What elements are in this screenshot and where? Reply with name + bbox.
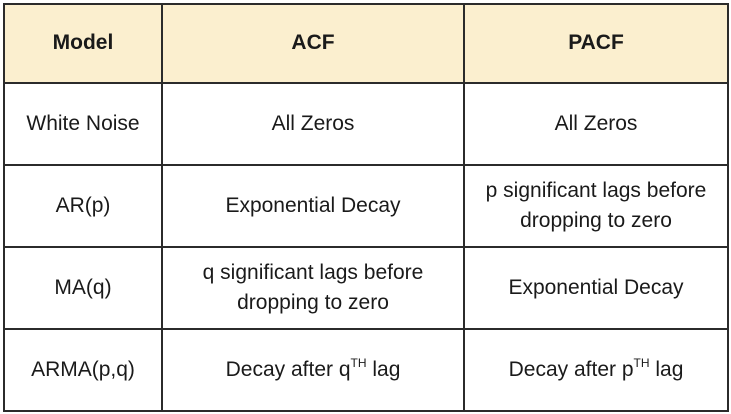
table-row: ARMA(p,q) Decay after qTH lag Decay afte… — [3, 328, 729, 412]
acf-pacf-table: Model ACF PACF White Noise All Zeros All… — [3, 3, 729, 412]
header-model: Model — [3, 3, 163, 84]
cell-pacf: Exponential Decay — [463, 246, 729, 330]
table-row: AR(p) Exponential Decay p significant la… — [3, 164, 729, 248]
cell-acf-text: Decay after q — [225, 357, 351, 381]
cell-acf-text: All Zeros — [271, 111, 355, 135]
cell-acf-text: Exponential Decay — [225, 193, 401, 217]
table-row: MA(q) q significant lags before dropping… — [3, 246, 729, 330]
cell-model: MA(q) — [3, 246, 163, 330]
cell-acf: Decay after qTH lag — [161, 328, 465, 412]
cell-acf: q significant lags before dropping to ze… — [161, 246, 465, 330]
cell-pacf-text: p significant lags before dropping to ze… — [485, 178, 707, 232]
header-acf: ACF — [161, 3, 465, 84]
cell-pacf: All Zeros — [463, 82, 729, 166]
comparison-table-container: Model ACF PACF White Noise All Zeros All… — [3, 3, 729, 412]
cell-pacf-text: All Zeros — [554, 111, 638, 135]
cell-pacf-text: Decay after p — [508, 357, 634, 381]
cell-pacf: Decay after pTH lag — [463, 328, 729, 412]
cell-pacf-after: lag — [649, 357, 684, 381]
cell-acf: Exponential Decay — [161, 164, 465, 248]
cell-pacf-text: Exponential Decay — [508, 275, 684, 299]
cell-acf-text: q significant lags before dropping to ze… — [202, 260, 424, 314]
cell-pacf-sup: TH — [633, 355, 650, 370]
cell-model: ARMA(p,q) — [3, 328, 163, 412]
table-row: White Noise All Zeros All Zeros — [3, 82, 729, 166]
cell-model: White Noise — [3, 82, 163, 166]
cell-acf: All Zeros — [161, 82, 465, 166]
header-row: Model ACF PACF — [3, 3, 729, 84]
cell-pacf: p significant lags before dropping to ze… — [463, 164, 729, 248]
cell-acf-after: lag — [366, 357, 401, 381]
header-pacf: PACF — [463, 3, 729, 84]
cell-acf-sup: TH — [350, 355, 367, 370]
cell-model: AR(p) — [3, 164, 163, 248]
